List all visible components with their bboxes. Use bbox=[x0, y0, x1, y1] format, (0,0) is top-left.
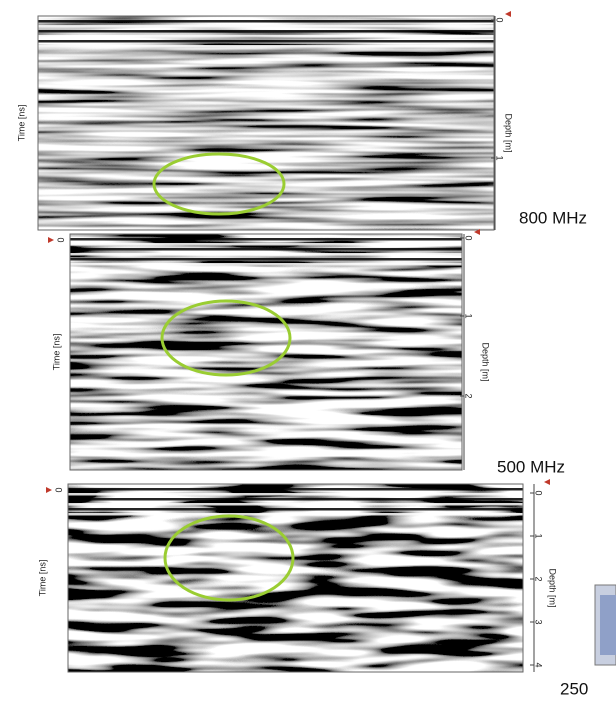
depth-tick-label: 1 bbox=[464, 313, 474, 318]
depth-tick-label: 4 bbox=[534, 662, 544, 667]
depth-tick-label: 1 bbox=[495, 155, 505, 160]
surface-reflection bbox=[70, 258, 462, 261]
time-tick-label: 0 bbox=[56, 237, 66, 242]
depth-tick-label: 2 bbox=[534, 576, 544, 581]
depth-tick-label: 2 bbox=[464, 393, 474, 398]
surface-reflection bbox=[70, 263, 462, 266]
surface-reflection bbox=[38, 45, 494, 48]
time-marker bbox=[48, 237, 54, 243]
depth-marker bbox=[474, 229, 480, 235]
depth-tick-label: 0 bbox=[464, 235, 474, 240]
time-tick-label: 0 bbox=[54, 487, 64, 492]
radargram bbox=[70, 234, 462, 470]
highlight-ellipse bbox=[160, 299, 292, 377]
surface-reflection bbox=[38, 30, 494, 33]
surface-reflection bbox=[68, 503, 523, 506]
surface-reflection bbox=[38, 20, 494, 23]
depth-axis-label: Depth [m] bbox=[504, 113, 514, 152]
panel-frame bbox=[37, 15, 495, 231]
surface-reflection bbox=[70, 253, 462, 256]
highlight-ellipse bbox=[152, 152, 286, 216]
time-axis-label: Time [ns] bbox=[16, 105, 26, 142]
depth-axis-label: Depth [m] bbox=[548, 568, 558, 607]
radargram-panel: Time [ns] Depth [m] 0 1 2 0 500 MHz bbox=[48, 229, 565, 476]
panel-frame bbox=[69, 233, 463, 471]
depth-tick-label: 0 bbox=[534, 490, 544, 495]
depth-tick-label: 3 bbox=[534, 619, 544, 624]
frequency-label: 800 MHz bbox=[519, 208, 587, 227]
depth-axis-label: Depth [m] bbox=[481, 342, 491, 381]
time-axis-label: Time [ns] bbox=[51, 334, 61, 371]
surface-reflection bbox=[70, 243, 462, 246]
surface-reflection bbox=[38, 25, 494, 28]
radargram-panel: Time [ns] Depth [m] 0 1 800 MHz bbox=[16, 11, 587, 231]
surface-reflection bbox=[70, 238, 462, 241]
panel-frame bbox=[67, 483, 524, 673]
radargram bbox=[38, 16, 494, 230]
frequency-label: 500 MHz bbox=[497, 457, 565, 476]
time-axis-label: Time [ns] bbox=[37, 560, 47, 597]
surface-reflection bbox=[68, 508, 523, 511]
depth-tick-label: 1 bbox=[534, 533, 544, 538]
frequency-label: 250 bbox=[560, 679, 588, 698]
time-marker bbox=[46, 487, 52, 493]
thumbnail-image bbox=[600, 595, 616, 655]
surface-reflection bbox=[68, 488, 523, 491]
radargram-panel: Time [ns] Depth [m] 0 1 2 3 4 0 250 bbox=[37, 479, 588, 698]
surface-reflection bbox=[68, 498, 523, 501]
surface-reflection bbox=[70, 248, 462, 251]
surface-reflection bbox=[38, 40, 494, 43]
highlight-ellipse bbox=[163, 514, 295, 602]
surface-reflection bbox=[38, 35, 494, 38]
radargram bbox=[68, 484, 523, 672]
surface-reflection bbox=[68, 513, 523, 516]
surface-reflection bbox=[68, 493, 523, 496]
depth-marker bbox=[544, 479, 550, 485]
depth-marker bbox=[505, 11, 511, 17]
depth-tick-label: 0 bbox=[495, 17, 505, 22]
